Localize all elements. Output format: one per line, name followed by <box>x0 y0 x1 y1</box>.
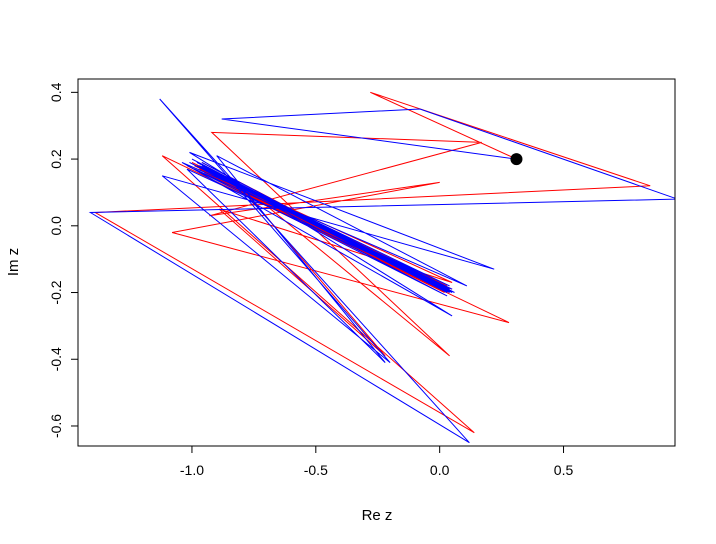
x-tick-label: -0.5 <box>304 462 328 478</box>
y-axis: 0.4 0.2 0.0 -0.2 -0.4 -0.6 <box>48 82 79 438</box>
x-tick-label: 0.5 <box>554 462 574 478</box>
x-axis: -1.0 -0.5 0.0 0.5 <box>180 445 574 478</box>
x-tick-label: 0.0 <box>430 462 450 478</box>
x-axis-title: Re z <box>362 507 393 524</box>
y-tick-label: 0.0 <box>48 216 64 236</box>
y-tick-label: -0.2 <box>48 280 64 304</box>
point-layer <box>510 153 523 166</box>
x-tick-label: -1.0 <box>180 462 204 478</box>
series-line-blue-trajectory <box>88 98 675 444</box>
y-tick-label: -0.4 <box>48 347 64 371</box>
y-axis-title: Im z <box>5 248 22 276</box>
plot-frame <box>77 78 676 447</box>
y-tick-label: -0.6 <box>48 414 64 438</box>
start-point-marker <box>510 153 523 166</box>
series-layer <box>88 91 675 444</box>
y-tick-label: 0.2 <box>48 149 64 169</box>
series-line-red-trajectory <box>93 91 651 434</box>
y-tick-label: 0.4 <box>48 82 64 102</box>
